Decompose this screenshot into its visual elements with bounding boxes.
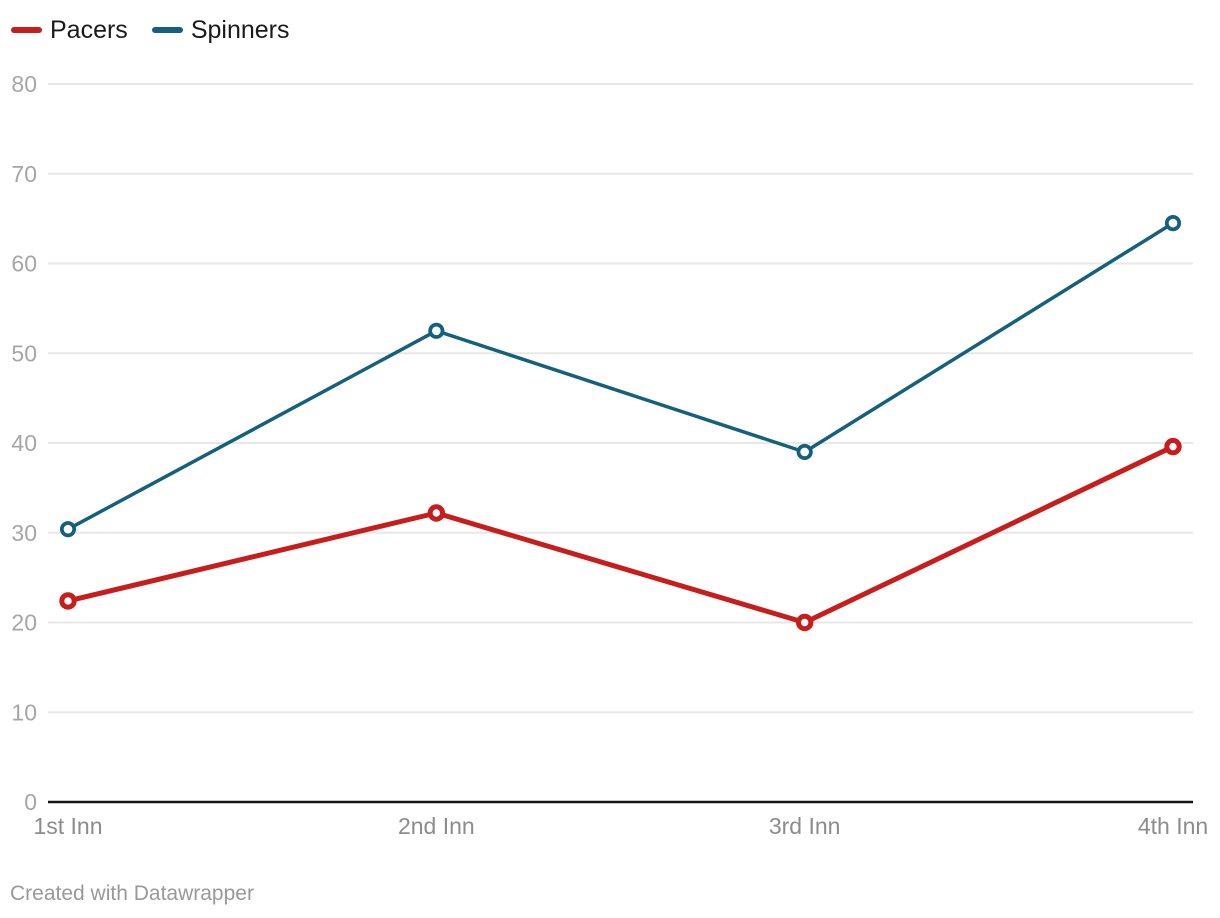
legend-label-spinners: Spinners (190, 16, 290, 44)
series-line-spinners (66, 221, 1175, 531)
x-axis-label: 4th Inn (1138, 813, 1208, 839)
x-axis-label: 3rd Inn (769, 813, 841, 839)
y-tick-label: 50 (11, 340, 37, 366)
data-point-marker-spinners (796, 443, 813, 461)
series-line-pacers (65, 444, 1176, 625)
legend-swatch-spinners-icon (151, 27, 183, 33)
data-point-marker-pacers (427, 504, 446, 522)
chart-plot-area: 0 10 20 30 40 50 60 70 80 1st Inn 2nd Inn 3rd Inn 4t… (11, 71, 1208, 839)
x-axis-label: 2nd Inn (398, 813, 475, 839)
data-point-marker-pacers (795, 613, 814, 632)
y-tick-label: 10 (11, 699, 37, 725)
data-point-marker-spinners (59, 521, 77, 538)
data-point-marker-spinners (428, 322, 445, 339)
y-tick-label: 60 (11, 251, 37, 277)
data-point-marker-spinners (1164, 215, 1182, 232)
y-tick-label: 70 (11, 161, 37, 187)
y-tick-label: 20 (11, 610, 37, 636)
x-axis-label: 1st Inn (33, 813, 102, 839)
legend-label-pacers: Pacers (50, 16, 128, 44)
y-tick-label: 40 (11, 430, 37, 456)
legend-item-spinners: Spinners (151, 16, 290, 44)
y-tick-label: 0 (24, 789, 37, 815)
data-point-marker-pacers (59, 592, 77, 610)
legend-swatch-pacers-icon (11, 27, 42, 33)
legend-item-pacers: Pacers (11, 16, 128, 44)
attribution-text: Created with Datawrapper (10, 882, 254, 905)
data-point-marker-pacers (1164, 437, 1182, 456)
legend: Pacers Spinners (11, 16, 289, 44)
y-tick-label: 80 (11, 71, 37, 97)
y-tick-label: 30 (11, 520, 37, 546)
